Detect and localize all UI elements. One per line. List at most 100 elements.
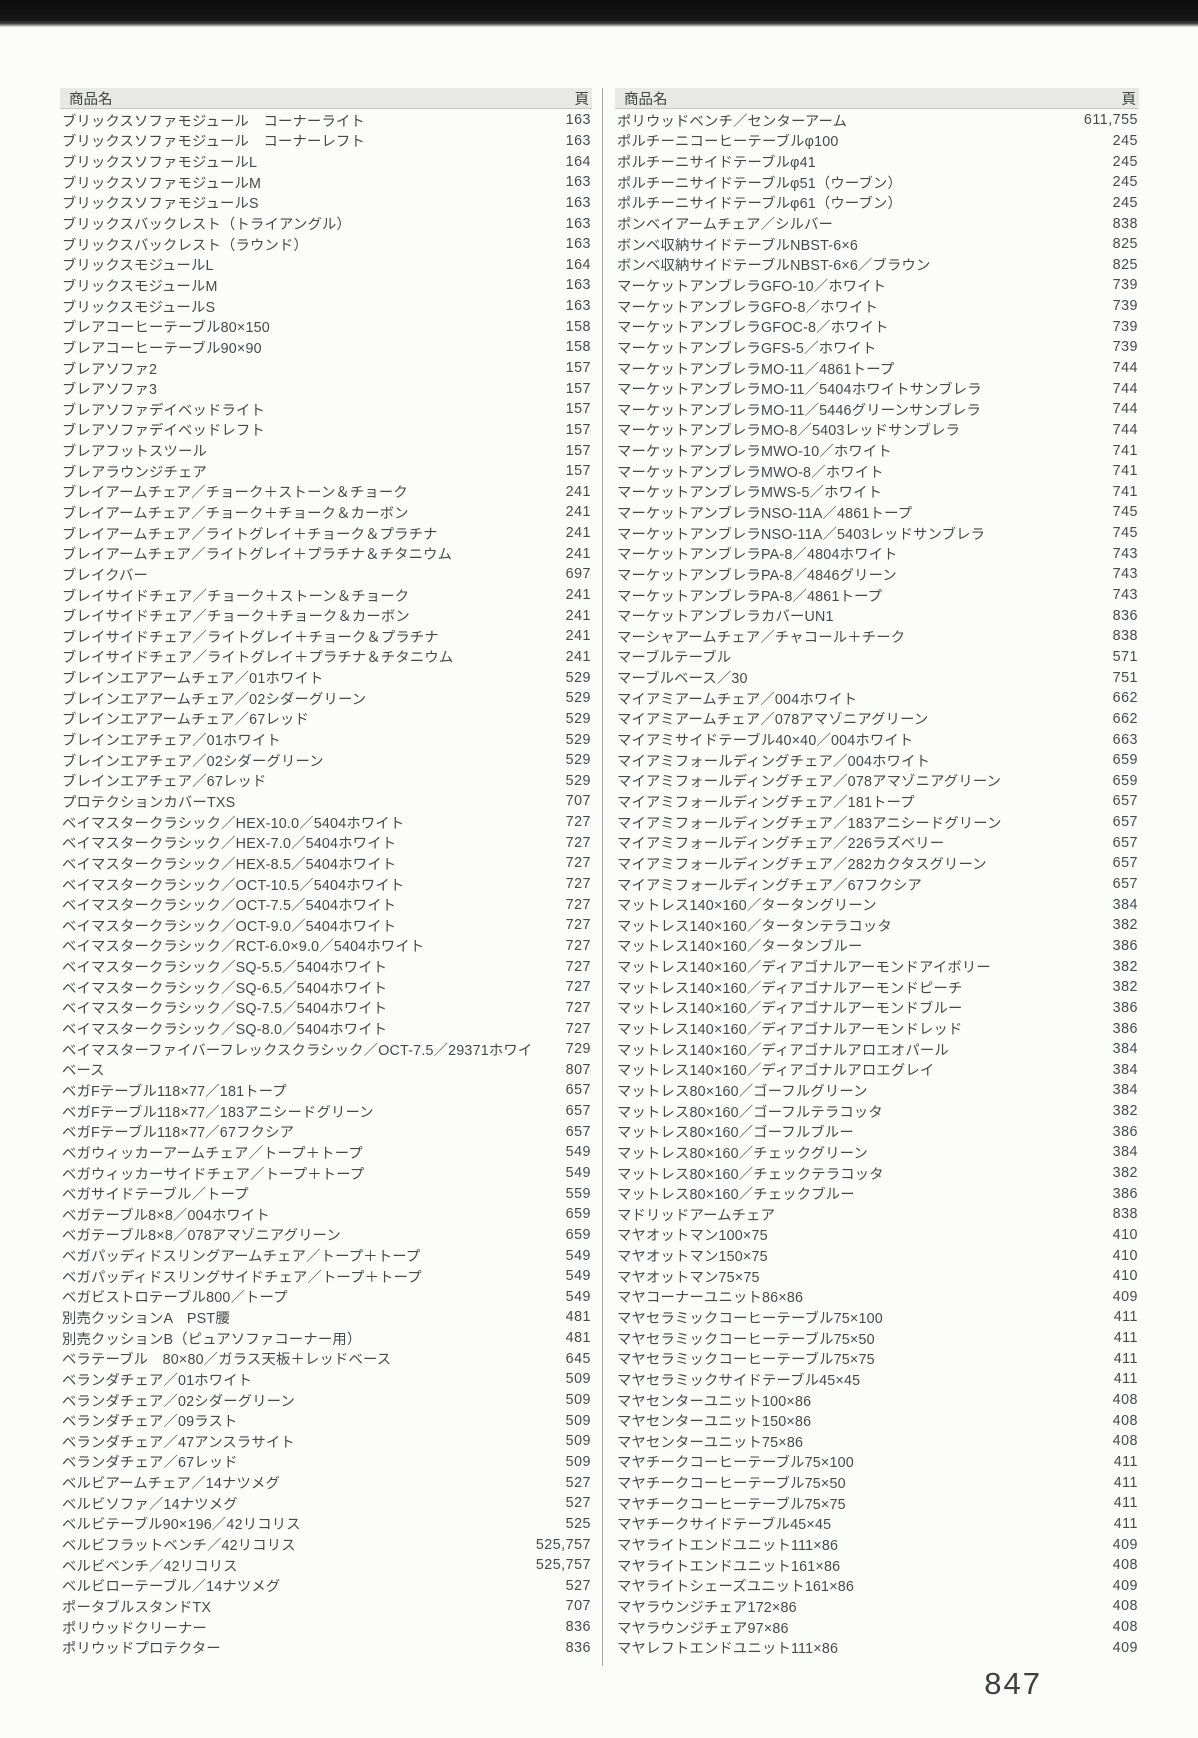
product-name: マヤチークコーヒーテーブル75×50 — [617, 1476, 846, 1493]
product-page-ref: 836 — [1112, 607, 1138, 624]
table-row: ポリウッドプロテクター 836 — [60, 1637, 592, 1658]
product-page-ref: 645 — [565, 1350, 591, 1367]
table-row: ブレイクバー 697 — [60, 564, 592, 585]
table-row: ブリックスモジュールL 164 — [60, 254, 592, 275]
table-row: ブレイアームチェア／チョーク＋ストーン＆チョーク 241 — [60, 482, 592, 503]
table-row: ベガパッディドスリングサイドチェア／トープ＋トープ 549 — [60, 1266, 592, 1287]
product-page-ref: 409 — [1112, 1536, 1138, 1553]
product-name: マヤチークコーヒーテーブル75×100 — [617, 1455, 854, 1472]
product-name: マーケットアンブレラPA-8／4846グリーン — [617, 567, 897, 584]
product-page-ref: 727 — [565, 1020, 591, 1037]
product-page-ref: 411 — [1113, 1515, 1138, 1532]
product-page-ref: 739 — [1112, 298, 1138, 315]
product-name: ベイマスタークラシック／OCT-9.0／5404ホワイト — [62, 918, 397, 935]
product-name: マイアミフォールディングチェア／183アニシードグリーン — [617, 815, 1002, 832]
product-page-ref: 157 — [565, 421, 591, 438]
product-page-ref: 408 — [1112, 1598, 1138, 1615]
product-name: ブリックスソファモジュール コーナーレフト — [62, 134, 366, 151]
column-header-page-label: 頁 — [1121, 91, 1137, 108]
product-page-ref: 386 — [1112, 1123, 1138, 1140]
table-row: マットレス140×160／ディアゴナルアーモンドブルー 386 — [615, 998, 1139, 1019]
product-name: マヤオットマン75×75 — [617, 1269, 760, 1286]
table-row: ベース 807 — [60, 1059, 592, 1080]
product-page-ref: 411 — [1113, 1474, 1138, 1491]
product-name: 別売クッションB（ピュアソファコーナー用） — [62, 1331, 362, 1348]
product-name: マヤチークサイドテーブル45×45 — [617, 1517, 832, 1534]
table-row: ブリックスモジュールS 163 — [60, 296, 592, 317]
table-row: ベガウィッカーサイドチェア／トープ＋トープ 549 — [60, 1163, 592, 1184]
product-page-ref: 410 — [1112, 1268, 1138, 1285]
product-page-ref: 657 — [1112, 834, 1138, 851]
product-page-ref: 663 — [1112, 731, 1138, 748]
product-page-ref: 241 — [565, 504, 591, 521]
product-page-ref: 662 — [1112, 690, 1138, 707]
product-name: ベイマスターファイバーフレックスクラシック／OCT-7.5／29371ホワイト — [62, 1042, 533, 1059]
table-row: ベガテーブル8×8／004ホワイト 659 — [60, 1204, 592, 1225]
table-row: マヤセラミックコーヒーテーブル75×75 411 — [615, 1348, 1139, 1369]
product-page-ref: 529 — [565, 752, 591, 769]
product-name: マドリッドアームチェア — [617, 1207, 776, 1224]
product-page-ref: 164 — [565, 153, 591, 170]
product-name: マーケットアンブレラGFS-5／ホワイト — [617, 340, 877, 357]
product-name: マーブルベース／30 — [617, 671, 748, 688]
table-row: マットレス140×160／タータンブルー 386 — [615, 936, 1139, 957]
product-name: ブリックスモジュールM — [62, 278, 218, 295]
product-name: ベイマスタークラシック／HEX-8.5／5404ホワイト — [62, 856, 397, 873]
product-page-ref: 836 — [565, 1619, 591, 1636]
table-row: マヤオットマン150×75 410 — [615, 1245, 1139, 1266]
product-name: ブレインエアチェア／67レッド — [62, 774, 267, 791]
table-row: ポリウッドベンチ／センターアーム 611,755 — [615, 110, 1139, 131]
product-page-ref: 529 — [565, 731, 591, 748]
product-page-ref: 481 — [565, 1330, 591, 1347]
table-row: ベイマスターファイバーフレックスクラシック／OCT-7.5／29371ホワイト 7… — [60, 1039, 592, 1060]
table-row: マットレス80×160／ゴーフルグリーン 384 — [615, 1080, 1139, 1101]
table-row: ポルチーニサイドテーブルφ61（ウーブン） 245 — [615, 193, 1139, 214]
product-name: ブレイアームチェア／ライトグレイ＋プラチナ＆チタニウム — [62, 547, 453, 564]
table-row: ベイマスタークラシック／SQ-5.5／5404ホワイト 727 — [60, 956, 592, 977]
product-name: ベランダチェア／09ラスト — [62, 1414, 238, 1431]
product-name: マットレス140×160／ディアゴナルアーモンドブルー — [617, 1001, 963, 1018]
product-page-ref: 163 — [565, 215, 591, 232]
product-name: ポルチーニサイドテーブルφ41 — [617, 155, 816, 172]
product-name: マーケットアンブレラPA-8／4804ホワイト — [617, 547, 898, 564]
table-row: マーケットアンブレラPA-8／4804ホワイト 743 — [615, 543, 1139, 564]
column-header-page-label: 頁 — [574, 91, 590, 108]
product-page-ref: 386 — [1112, 999, 1138, 1016]
product-page-ref: 727 — [565, 876, 591, 893]
product-name: ブリックスモジュールL — [62, 258, 214, 275]
table-row: ポルチーニサイドテーブルφ51（ウーブン） 245 — [615, 172, 1139, 193]
product-name: ベルビソファ／14ナツメグ — [62, 1496, 238, 1513]
product-page-ref: 241 — [565, 607, 591, 624]
product-name: ベガパッディドスリングサイドチェア／トープ＋トープ — [62, 1269, 422, 1286]
product-page-ref: 525,757 — [535, 1557, 591, 1574]
table-row: ベルビアームチェア／14ナツメグ 527 — [60, 1472, 592, 1493]
product-name: ベランダチェア／67レッド — [62, 1455, 238, 1472]
table-row: ブレアソファデイベッドライト 157 — [60, 399, 592, 420]
table-row: マーケットアンブレラNSO-11A／5403レッドサンブレラ 745 — [615, 523, 1139, 544]
product-page-ref: 408 — [1112, 1433, 1138, 1450]
index-column-right: 商品名 頁 ポリウッドベンチ／センターアーム 611,755 ポルチーニコーヒーテー… — [615, 88, 1139, 1658]
table-row: ベイマスタークラシック／OCT-10.5／5404ホワイト 727 — [60, 874, 592, 895]
product-page-ref: 525,757 — [535, 1536, 591, 1553]
table-row: マーケットアンブレラMO-8／5403レッドサンブレラ 744 — [615, 420, 1139, 441]
table-row: マイアミフォールディングチェア／183アニシードグリーン 657 — [615, 812, 1139, 833]
table-row: ブレインエアアームチェア／02シダーグリーン 529 — [60, 688, 592, 709]
product-name: マーケットアンブレラPA-8／4861トープ — [617, 588, 883, 605]
product-page-ref: 743 — [1112, 545, 1138, 562]
product-name: ベガウィッカーアームチェア／トープ＋トープ — [62, 1145, 363, 1162]
table-row: ブレイアームチェア／ライトグレイ＋チョーク＆プラチナ 241 — [60, 523, 592, 544]
table-row: ベランダチェア／02シダーグリーン 509 — [60, 1390, 592, 1411]
product-name: マイアミアームチェア／078アマゾニアグリーン — [617, 712, 929, 729]
product-page-ref: 744 — [1112, 360, 1138, 376]
scan-edge-shadow — [0, 0, 1198, 27]
product-page-ref: 408 — [1112, 1392, 1138, 1409]
product-page-ref: 408 — [1112, 1557, 1138, 1574]
product-page-ref: 164 — [565, 256, 591, 273]
product-page-ref: 509 — [565, 1433, 591, 1450]
product-page-ref: 743 — [1112, 587, 1138, 604]
product-page-ref: 241 — [565, 628, 591, 645]
table-row: ベイマスタークラシック／HEX-8.5／5404ホワイト 727 — [60, 853, 592, 874]
table-row: マーシャアームチェア／チャコール＋チーク 838 — [615, 626, 1139, 647]
table-row: ベランダチェア／47アンスラサイト 509 — [60, 1431, 592, 1452]
product-page-ref: 727 — [565, 814, 591, 831]
